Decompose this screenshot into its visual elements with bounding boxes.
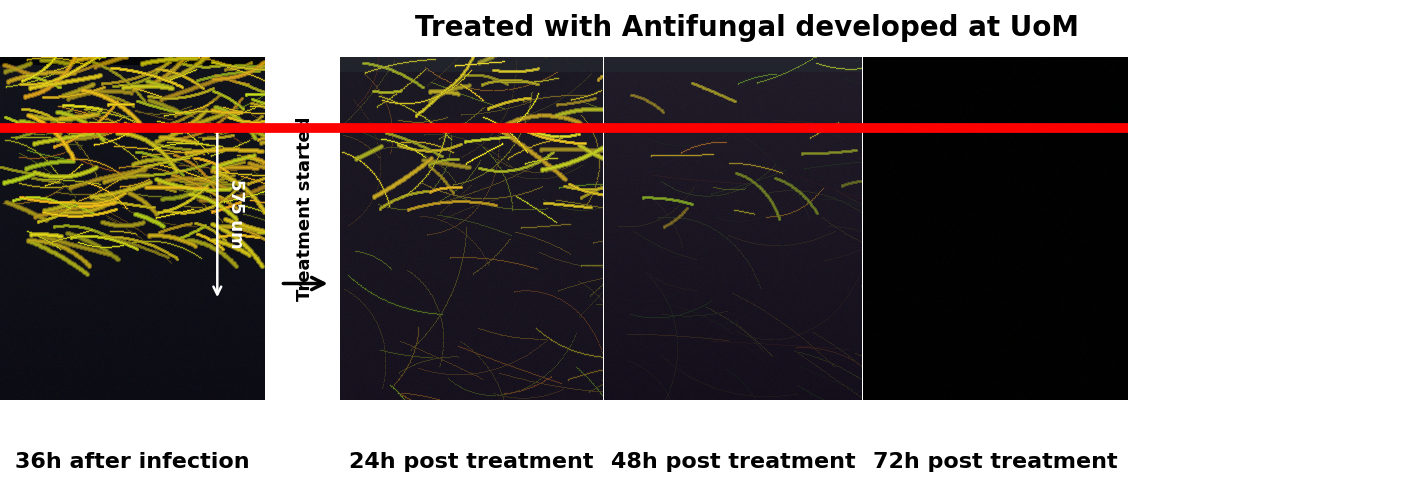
Text: Treatment started: Treatment started <box>296 116 313 301</box>
Text: 72h post treatment: 72h post treatment <box>874 452 1117 472</box>
Text: 24h post treatment: 24h post treatment <box>349 452 593 472</box>
Text: 36h after infection: 36h after infection <box>15 452 249 472</box>
Text: 575 um: 575 um <box>227 179 245 249</box>
Text: 48h post treatment: 48h post treatment <box>610 452 855 472</box>
Text: Treated with Antifungal developed at UoM: Treated with Antifungal developed at UoM <box>414 14 1079 42</box>
